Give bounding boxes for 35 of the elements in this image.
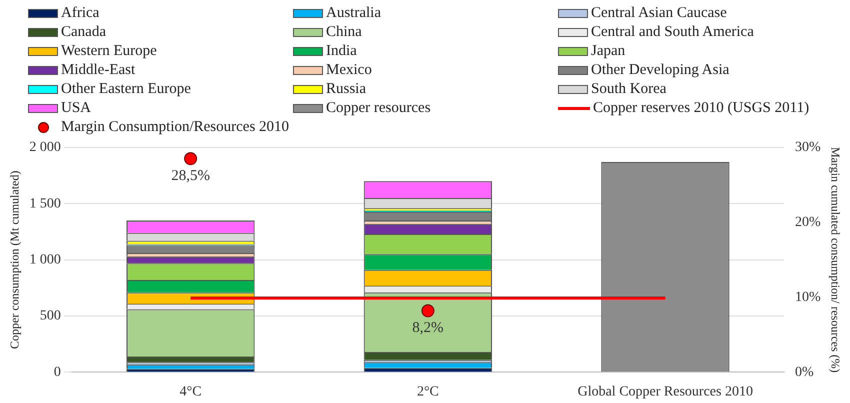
y2-tick-label: 20%: [794, 215, 821, 230]
y2-tick-label: 0%: [794, 364, 814, 380]
legend-label: Other Developing Asia: [591, 62, 730, 79]
y2-tick-label: 10%: [794, 290, 821, 305]
legend-label: China: [326, 24, 362, 41]
legend-label: Central and South America: [591, 24, 754, 41]
legend-label: Middle-East: [61, 62, 136, 79]
legend-label: Copper reserves 2010 (USGS 2011): [593, 100, 810, 117]
legend-label: Australia: [326, 5, 381, 22]
legend-label: Copper resources: [326, 100, 431, 117]
legend-label: Russia: [326, 81, 366, 98]
y-tick-label: 500: [40, 308, 61, 324]
y2-tick-label: 30%: [794, 140, 821, 156]
data-label: 28,5%: [171, 168, 210, 184]
legend-label: Mexico: [326, 62, 372, 79]
legend-label: USA: [61, 100, 92, 117]
legend-label: Japan: [591, 43, 626, 60]
y-tick-label: 1 500: [29, 196, 61, 212]
legend-label: South Korea: [591, 81, 666, 98]
y2-axis-title: Margin cumulated consumption/ resources (%): [828, 146, 843, 373]
y-axis-title: Copper consumption (Mt cumulated): [7, 170, 22, 349]
legend-label: Central Asian Caucase: [591, 5, 727, 22]
data-label: 8,2%: [412, 320, 444, 336]
y-tick-label: 1 000: [29, 252, 61, 268]
legend-label: Margin Consumption/Resources 2010: [61, 119, 290, 136]
x-tick-label: 2°C: [416, 384, 439, 400]
x-tick-label: Global Copper Resources 2010: [578, 384, 753, 400]
legend-label: India: [326, 43, 357, 60]
legend-label: Western Europe: [61, 43, 157, 60]
legend-label: Canada: [61, 24, 106, 41]
y-tick-label: 0: [54, 364, 61, 380]
y-tick-label: 2 000: [29, 140, 61, 156]
x-tick-label: 4°C: [180, 384, 202, 400]
legend-label: Other Eastern Europe: [61, 81, 191, 98]
legend-label: Africa: [61, 5, 100, 22]
